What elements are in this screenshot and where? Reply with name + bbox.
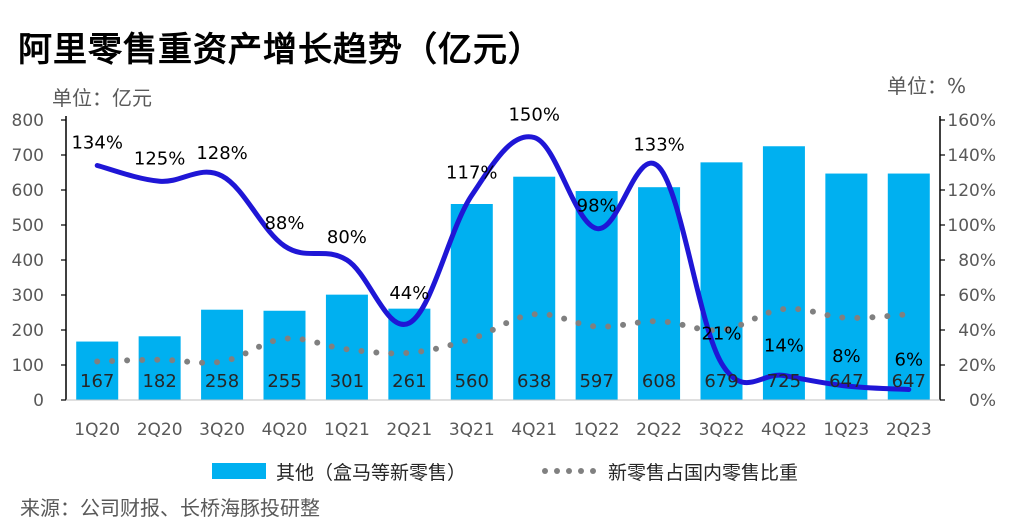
legend-dot-swatch [566,468,572,474]
line-series [94,134,912,392]
x-tick-label: 2Q20 [137,420,183,440]
x-tick-label: 1Q21 [324,420,370,440]
bar-series [76,146,930,400]
x-tick-label: 4Q21 [511,420,557,440]
line-value-label: 8% [832,346,861,367]
left-tick-label: 0 [33,391,44,411]
bar-1Q22 [575,191,618,400]
right-tick-label: 140% [947,146,996,166]
legend-dot-swatch [578,468,584,474]
bar-1Q23 [825,173,868,400]
legend-bar-label: 其他（盒马等新零售） [276,462,466,484]
line-value-label: 6% [895,350,924,371]
line-value-label: 134% [71,133,122,154]
x-tick-label: 1Q20 [74,420,120,440]
data-labels: 167 182 258 255 301 261 560 638 597 608 679 725 647 6… [71,105,925,393]
bar-value-label: 608 [642,371,676,392]
dotted-series [94,305,912,366]
right-tick-label: 0% [969,391,996,411]
x-tick-label: 3Q22 [699,420,745,440]
bar-3Q21 [450,204,493,400]
left-tick-label: 400 [12,251,44,271]
bar-value-label: 258 [205,371,239,392]
x-tick-label: 2Q22 [636,420,682,440]
line-value-label: 14% [764,336,804,357]
bar-value-label: 261 [392,371,426,392]
chart-title: 阿里零售重资产增长趋势（亿元） [18,30,543,70]
line-value-label: 21% [701,323,741,344]
right-tick-label: 20% [958,356,996,376]
bar-value-label: 301 [330,371,364,392]
left-axis-unit: 单位：亿元 [52,86,152,110]
bar-value-label: 255 [267,371,301,392]
left-tick-label: 200 [12,321,44,341]
line-value-label: 128% [196,143,247,164]
bar-value-label: 597 [579,371,613,392]
line-value-label: 88% [264,213,304,234]
legend-dot-swatch [542,468,548,474]
left-tick-label: 500 [12,216,44,236]
x-tick-label: 3Q20 [199,420,245,440]
right-tick-label: 40% [958,321,996,341]
bar-1Q20 [76,341,119,400]
bar-4Q21 [513,176,556,400]
right-tick-label: 120% [947,181,996,201]
right-tick-label: 60% [958,286,996,306]
dotted-line [94,305,912,366]
x-tick-label: 4Q20 [262,420,308,440]
right-tick-label: 80% [958,251,996,271]
axes: 0 100 200 300 400 500 600 700 800 0% 20% 40% 60% 80% 1… [12,111,996,440]
left-tick-label: 100 [12,356,44,376]
x-tick-label: 2Q23 [886,420,932,440]
line-value-label: 44% [389,283,429,304]
bar-value-label: 725 [767,371,801,392]
x-tick-label: 4Q22 [761,420,807,440]
left-tick-label: 700 [12,146,44,166]
left-tick-label: 800 [12,111,44,131]
x-tick-label: 3Q21 [449,420,495,440]
bar-value-label: 560 [455,371,489,392]
left-tick-label: 300 [12,286,44,306]
legend-dots-label: 新零售占国内零售比重 [608,462,798,484]
legend-dot-swatch [554,468,560,474]
x-tick-label: 1Q22 [574,420,620,440]
right-axis-unit: 单位：% [887,74,967,98]
right-tick-label: 100% [947,216,996,236]
x-tick-label: 2Q21 [386,420,432,440]
bar-value-label: 647 [829,371,863,392]
ratio-line [94,134,912,392]
bar-2Q20 [138,336,181,400]
line-value-label: 80% [327,227,367,248]
right-tick-label: 160% [947,111,996,131]
legend-bar-swatch [212,463,266,479]
bar-value-label: 647 [892,371,926,392]
line-value-label: 117% [446,162,497,183]
bar-value-label: 679 [704,371,738,392]
bar-value-label: 638 [517,371,551,392]
bar-value-label: 182 [142,371,176,392]
line-value-label: 98% [577,196,617,217]
legend: 其他（盒马等新零售） 新零售占国内零售比重 [212,462,798,484]
bar-value-label: 167 [80,371,114,392]
line-value-label: 125% [134,148,185,169]
left-tick-label: 600 [12,181,44,201]
source-note: 来源：公司财报、长桥海豚投研整 [20,496,320,520]
x-tick-label: 1Q23 [823,420,869,440]
bar-2Q22 [638,187,681,400]
bar-2Q23 [887,173,930,400]
bar-3Q20 [201,309,244,400]
line-value-label: 133% [633,134,684,155]
legend-dot-swatch [590,468,596,474]
bar-4Q20 [263,310,306,400]
bar-4Q22 [762,146,805,400]
line-value-label: 150% [508,105,559,126]
